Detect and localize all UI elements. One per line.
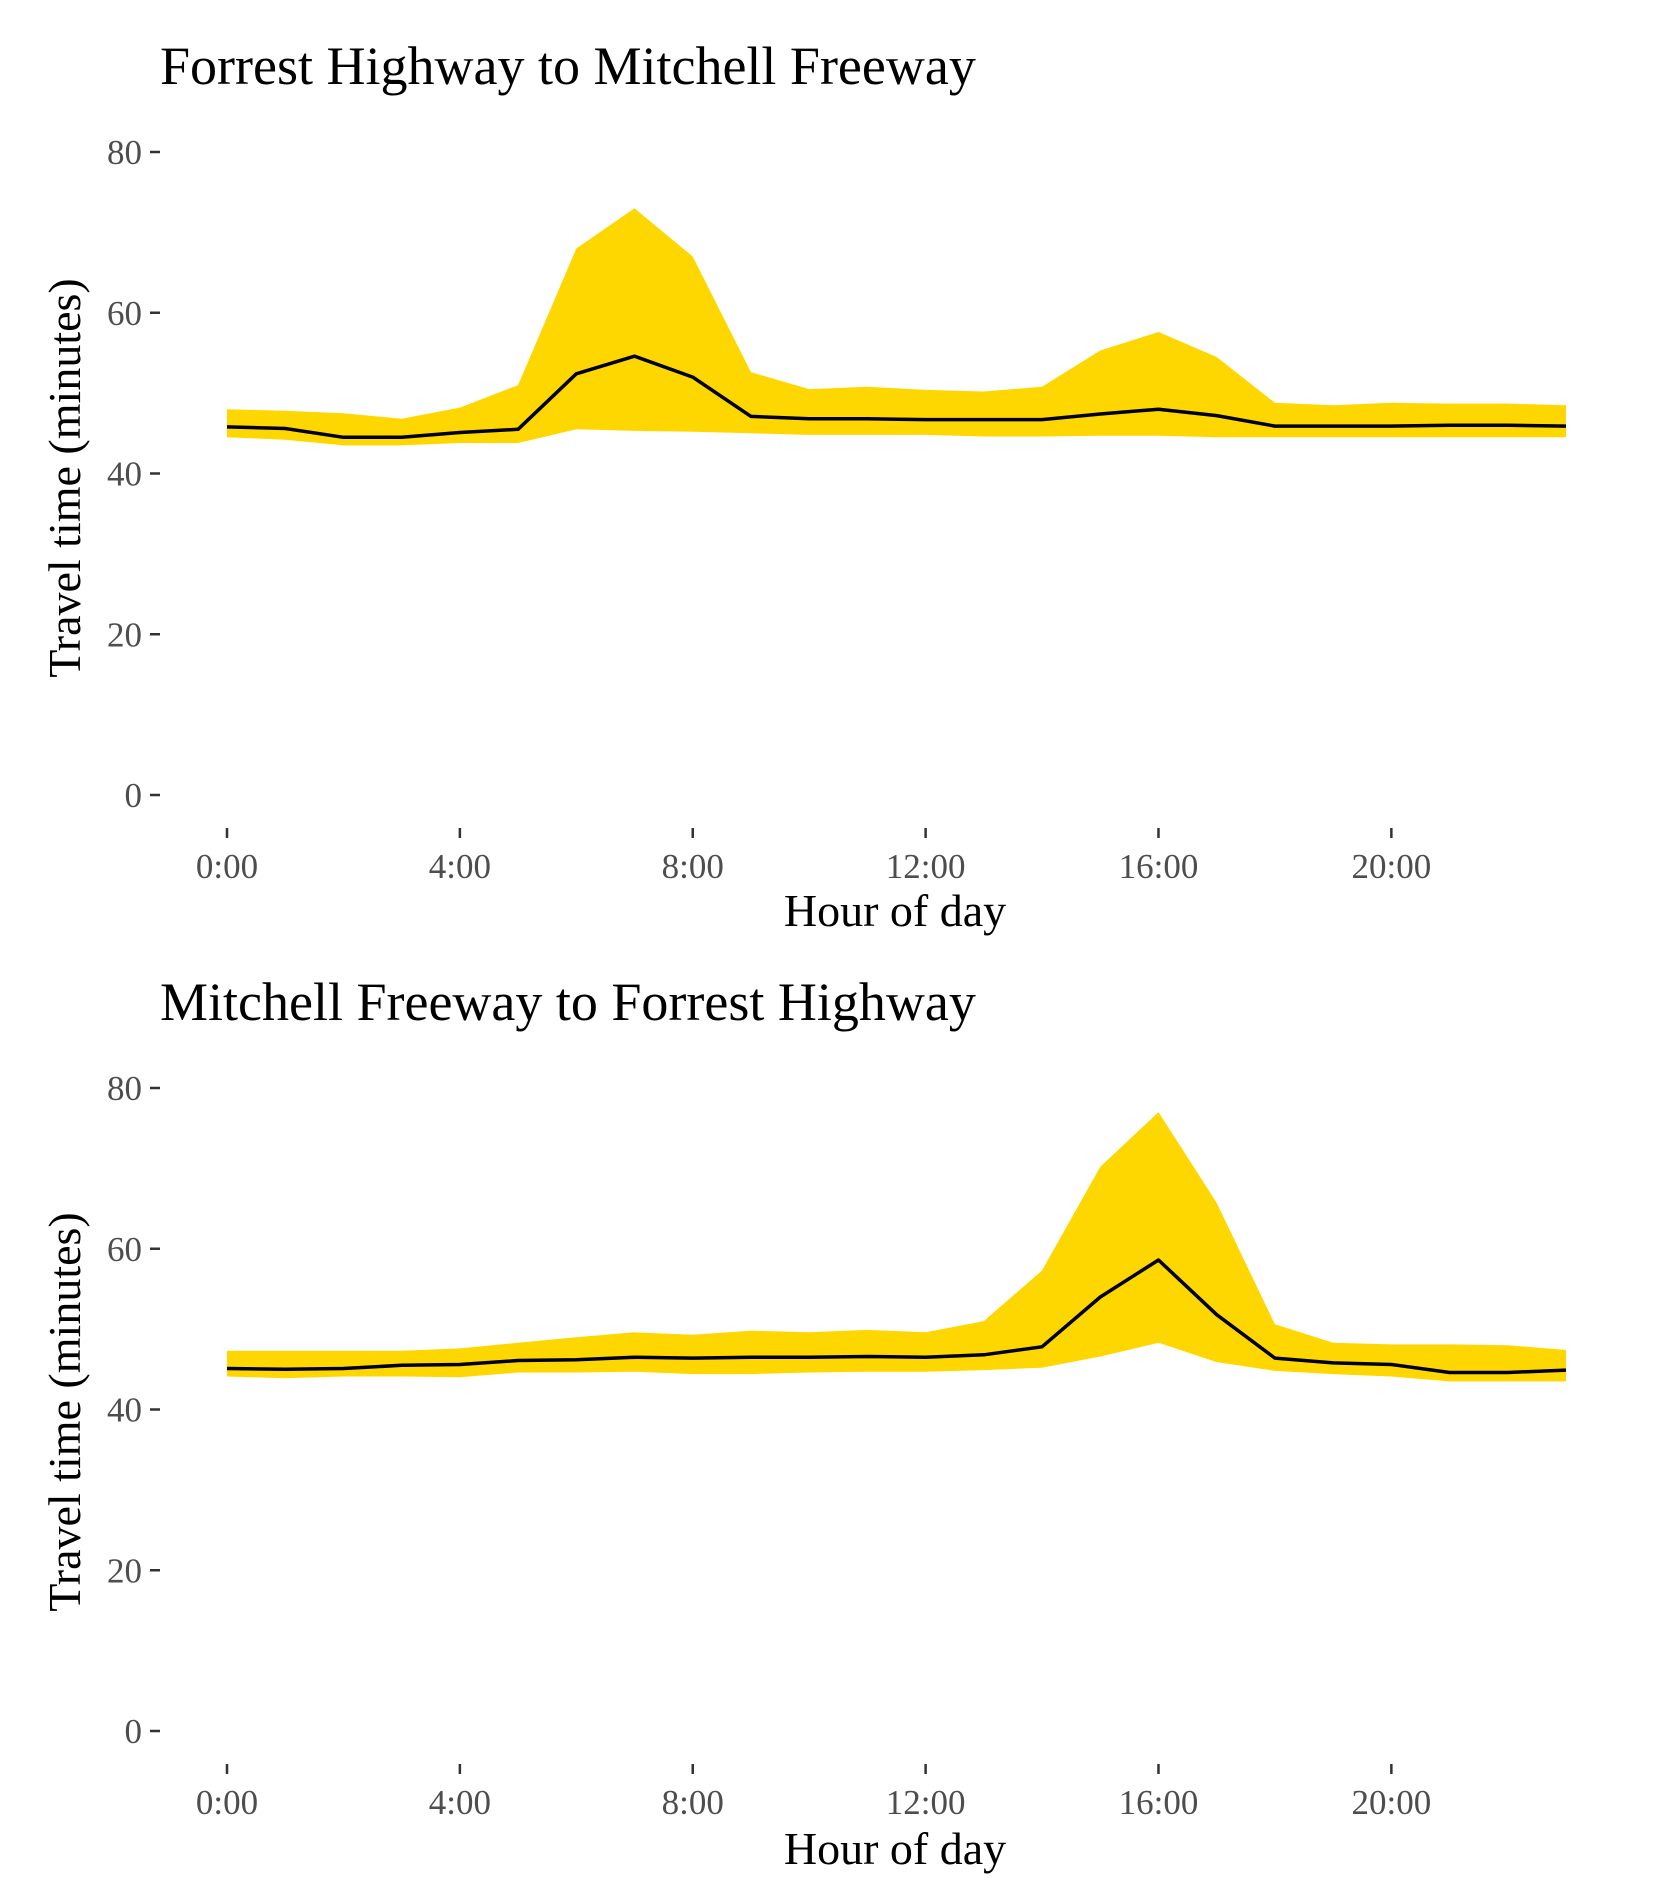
line-layer bbox=[226, 1258, 1567, 1375]
x-tick-label: 4:00 bbox=[429, 847, 491, 886]
panel-forrest-to-mitchell: Forrest Highway to Mitchell Freeway 0 20 4… bbox=[39, 36, 1567, 936]
y-tick-label: 20 bbox=[107, 615, 142, 654]
x-axis-title: Hour of day bbox=[784, 885, 1006, 936]
ribbon-band bbox=[227, 208, 1566, 446]
chart-title: Forrest Highway to Mitchell Freeway bbox=[160, 36, 976, 96]
y-axis-title: Travel time (minutes) bbox=[39, 278, 90, 677]
band-layer bbox=[227, 1112, 1566, 1382]
chart-title: Mitchell Freeway to Forrest Highway bbox=[160, 972, 976, 1032]
line-layer bbox=[226, 354, 1567, 440]
y-tick-label: 80 bbox=[107, 1069, 142, 1108]
x-tick-label: 0:00 bbox=[196, 1783, 258, 1822]
x-tick-label: 12:00 bbox=[886, 1783, 966, 1822]
x-axis-title: Hour of day bbox=[784, 1823, 1006, 1874]
x-tick-label: 16:00 bbox=[1119, 1783, 1199, 1822]
y-axis: 0 20 40 60 80 bbox=[107, 133, 160, 815]
median-line bbox=[226, 354, 1567, 440]
x-tick-label: 0:00 bbox=[196, 847, 258, 886]
x-axis: 0:00 4:00 8:00 12:00 16:00 20:00 bbox=[196, 828, 1431, 886]
y-tick-label: 60 bbox=[107, 1230, 142, 1269]
x-tick-label: 8:00 bbox=[662, 847, 724, 886]
y-tick-label: 80 bbox=[107, 133, 142, 172]
y-axis-title: Travel time (minutes) bbox=[39, 1212, 90, 1611]
x-tick-label: 12:00 bbox=[886, 847, 966, 886]
y-tick-label: 0 bbox=[125, 1712, 143, 1751]
ribbon-band bbox=[227, 1112, 1566, 1382]
x-tick-label: 20:00 bbox=[1351, 847, 1431, 886]
x-tick-label: 4:00 bbox=[429, 1783, 491, 1822]
x-tick-label: 20:00 bbox=[1351, 1783, 1431, 1822]
median-line bbox=[226, 1258, 1567, 1375]
y-tick-label: 40 bbox=[107, 1391, 142, 1430]
y-tick-label: 40 bbox=[107, 455, 142, 494]
panel-mitchell-to-forrest: Mitchell Freeway to Forrest Highway 0 20 4… bbox=[39, 972, 1567, 1874]
y-tick-label: 20 bbox=[107, 1551, 142, 1590]
band-layer bbox=[227, 208, 1566, 446]
y-tick-label: 0 bbox=[125, 776, 143, 815]
y-tick-label: 60 bbox=[107, 294, 142, 333]
y-axis: 0 20 40 60 80 bbox=[107, 1069, 160, 1751]
x-axis: 0:00 4:00 8:00 12:00 16:00 20:00 bbox=[196, 1764, 1431, 1822]
x-tick-label: 16:00 bbox=[1119, 847, 1199, 886]
x-tick-label: 8:00 bbox=[662, 1783, 724, 1822]
